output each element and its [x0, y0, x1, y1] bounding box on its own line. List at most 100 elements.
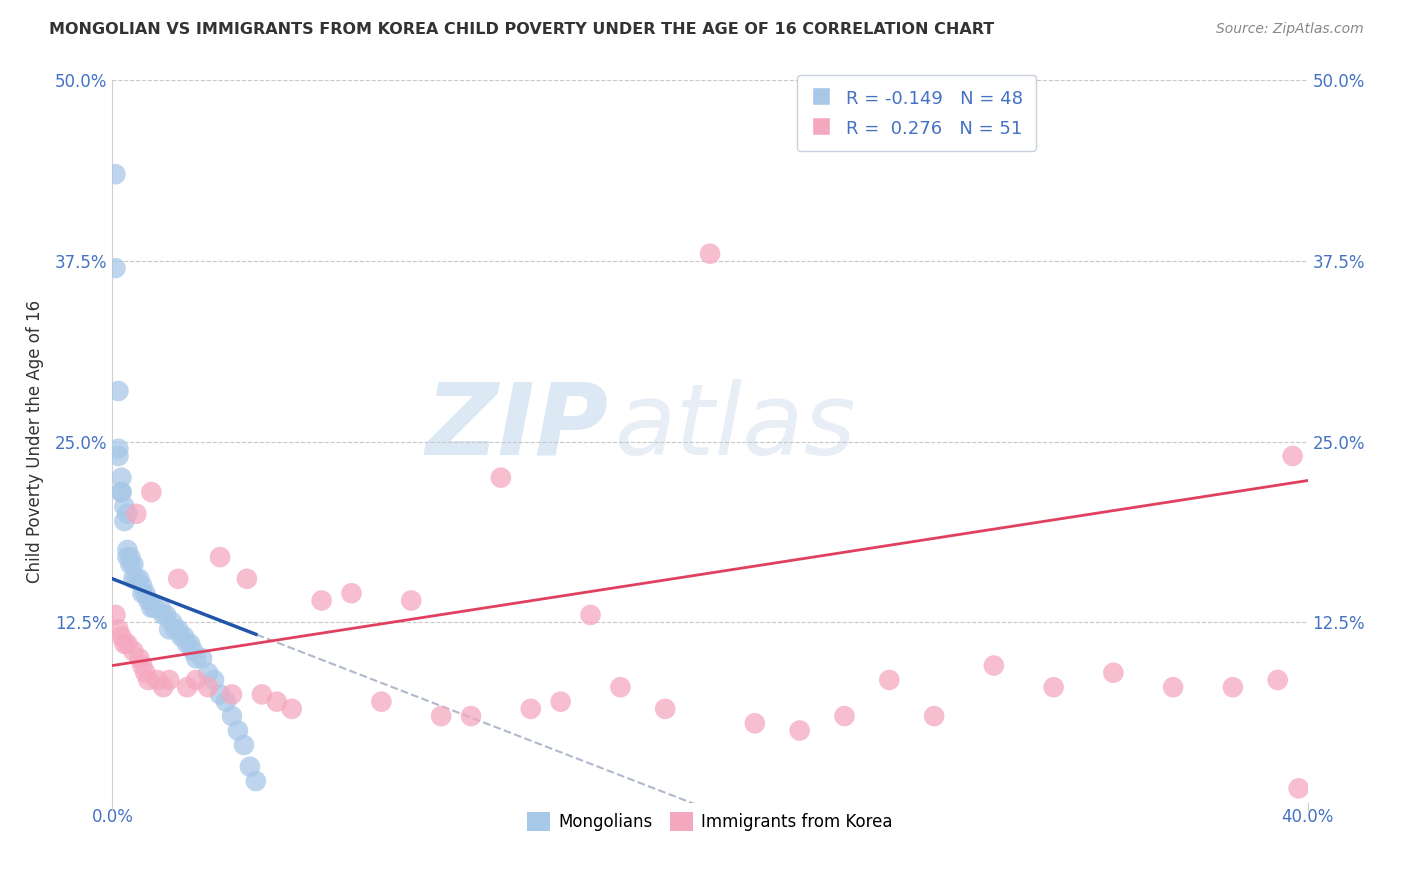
Point: [157, 673, 180, 687]
Point: [209, 550, 232, 565]
Point: [117, 542, 139, 557]
Text: MONGOLIAN VS IMMIGRANTS FROM KOREA CHILD POVERTY UNDER THE AGE OF 16 CORRELATION: MONGOLIAN VS IMMIGRANTS FROM KOREA CHILD…: [49, 22, 994, 37]
Point: [520, 702, 543, 716]
Point: [1042, 680, 1064, 694]
Point: [141, 485, 163, 500]
Point: [114, 637, 135, 651]
Point: [191, 651, 214, 665]
Point: [155, 607, 177, 622]
Point: [1267, 673, 1289, 687]
Point: [202, 673, 225, 687]
Point: [179, 637, 201, 651]
Point: [110, 470, 132, 484]
Point: [152, 607, 174, 622]
Point: [104, 607, 127, 622]
Point: [197, 680, 219, 694]
Point: [141, 600, 163, 615]
Point: [236, 572, 259, 586]
Point: [138, 673, 160, 687]
Point: [215, 695, 238, 709]
Text: ZIP: ZIP: [426, 378, 609, 475]
Point: [221, 687, 243, 701]
Point: [489, 470, 512, 484]
Point: [162, 615, 183, 630]
Point: [209, 687, 232, 701]
Point: [176, 680, 198, 694]
Point: [143, 600, 166, 615]
Point: [197, 665, 219, 680]
Point: [789, 723, 811, 738]
Point: [122, 572, 145, 586]
Text: Source: ZipAtlas.com: Source: ZipAtlas.com: [1216, 22, 1364, 37]
Point: [107, 449, 129, 463]
Point: [226, 723, 249, 738]
Point: [1161, 680, 1184, 694]
Point: [146, 673, 169, 687]
Point: [134, 665, 156, 680]
Point: [245, 774, 267, 789]
Point: [233, 738, 256, 752]
Point: [1102, 665, 1125, 680]
Point: [879, 673, 901, 687]
Point: [122, 558, 145, 572]
Point: [128, 651, 150, 665]
Point: [167, 572, 190, 586]
Point: [149, 600, 172, 615]
Point: [128, 572, 150, 586]
Point: [922, 709, 945, 723]
Point: [1222, 680, 1244, 694]
Point: [117, 507, 139, 521]
Point: [152, 680, 174, 694]
Point: [181, 644, 204, 658]
Point: [167, 623, 190, 637]
Point: [186, 651, 208, 665]
Point: [186, 673, 208, 687]
Legend: Mongolians, Immigrants from Korea: Mongolians, Immigrants from Korea: [520, 805, 900, 838]
Point: [239, 760, 262, 774]
Point: [654, 702, 676, 716]
Point: [401, 593, 423, 607]
Point: [110, 485, 132, 500]
Point: [170, 630, 193, 644]
Point: [122, 644, 145, 658]
Point: [221, 709, 243, 723]
Point: [120, 558, 142, 572]
Point: [430, 709, 453, 723]
Point: [125, 572, 148, 586]
Point: [131, 579, 153, 593]
Point: [699, 246, 721, 260]
Point: [250, 687, 273, 701]
Point: [110, 485, 132, 500]
Point: [107, 384, 129, 398]
Point: [609, 680, 631, 694]
Point: [138, 593, 160, 607]
Point: [983, 658, 1005, 673]
Point: [131, 586, 153, 600]
Point: [550, 695, 572, 709]
Point: [460, 709, 482, 723]
Point: [107, 623, 129, 637]
Point: [834, 709, 856, 723]
Point: [340, 586, 363, 600]
Point: [131, 658, 153, 673]
Point: [104, 261, 127, 276]
Point: [114, 500, 135, 514]
Point: [110, 630, 132, 644]
Point: [176, 637, 198, 651]
Point: [1281, 449, 1303, 463]
Point: [370, 695, 392, 709]
Point: [165, 623, 187, 637]
Point: [311, 593, 333, 607]
Point: [281, 702, 304, 716]
Point: [157, 623, 180, 637]
Text: atlas: atlas: [614, 378, 856, 475]
Point: [173, 630, 195, 644]
Point: [104, 167, 127, 181]
Point: [579, 607, 602, 622]
Point: [107, 442, 129, 456]
Point: [134, 586, 156, 600]
Point: [1288, 781, 1310, 796]
Point: [114, 514, 135, 528]
Point: [125, 507, 148, 521]
Point: [744, 716, 766, 731]
